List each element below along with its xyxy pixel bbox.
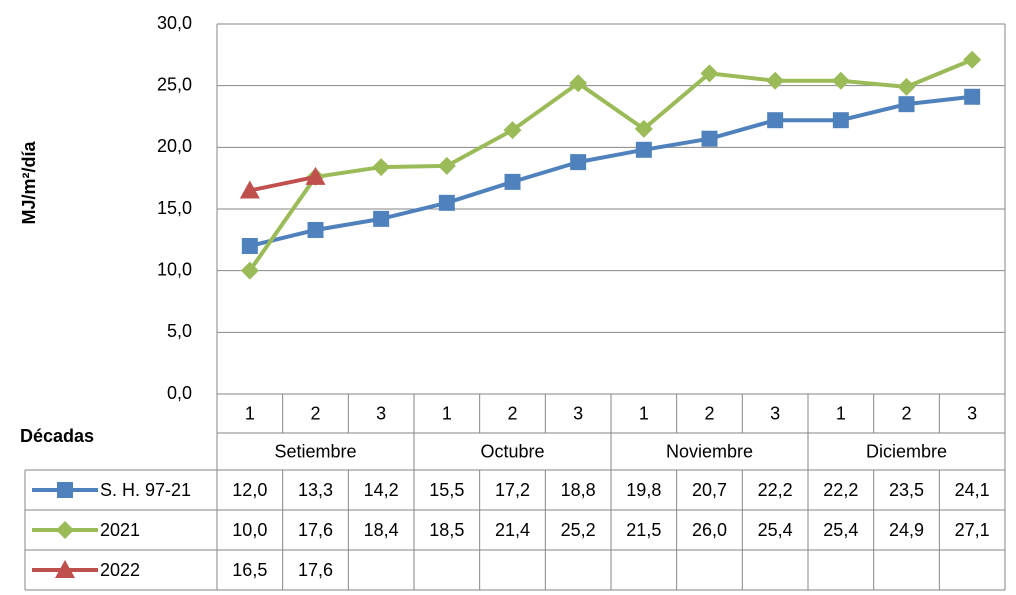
data-point bbox=[963, 50, 982, 69]
data-point bbox=[239, 180, 260, 199]
legend-label: S. H. 97-21 bbox=[100, 480, 191, 500]
y-tick-label: 30,0 bbox=[157, 13, 192, 33]
table-value: 12,0 bbox=[232, 480, 267, 500]
table-value: 26,0 bbox=[692, 520, 727, 540]
table-value: 21,5 bbox=[626, 520, 661, 540]
x-tick-label: 2 bbox=[901, 403, 911, 423]
table-value: 17,2 bbox=[495, 480, 530, 500]
data-point bbox=[767, 112, 784, 129]
y-tick-label: 20,0 bbox=[157, 136, 192, 156]
data-point bbox=[307, 221, 324, 238]
table-value: 15,5 bbox=[429, 480, 464, 500]
data-point bbox=[832, 112, 849, 129]
data-point bbox=[372, 158, 391, 177]
data-point bbox=[964, 88, 981, 105]
y-tick-label: 5,0 bbox=[167, 321, 192, 341]
series-line bbox=[249, 94, 973, 248]
data-point bbox=[897, 77, 916, 96]
data-point bbox=[898, 96, 915, 113]
data-point bbox=[569, 74, 588, 93]
series-line bbox=[249, 174, 316, 193]
group-label: Noviembre bbox=[666, 441, 753, 461]
table-value: 22,2 bbox=[823, 480, 858, 500]
table-value: 18,5 bbox=[429, 520, 464, 540]
table-value: 24,9 bbox=[889, 520, 924, 540]
data-point bbox=[504, 173, 521, 190]
table-value: 18,8 bbox=[561, 480, 596, 500]
table-value: 21,4 bbox=[495, 520, 530, 540]
x-tick-label: 2 bbox=[704, 403, 714, 423]
x-tick-label: 3 bbox=[967, 403, 977, 423]
x-tick-label: 2 bbox=[507, 403, 517, 423]
legend-marker bbox=[56, 521, 74, 539]
x-tick-label: 2 bbox=[310, 403, 320, 423]
table-value: 16,5 bbox=[232, 560, 267, 580]
x-tick-label: 1 bbox=[836, 403, 846, 423]
data-point bbox=[635, 141, 652, 158]
data-point bbox=[570, 154, 587, 171]
legend-label: 2022 bbox=[100, 560, 140, 580]
x-tick-label: 3 bbox=[376, 403, 386, 423]
data-point bbox=[437, 156, 456, 175]
table-value: 27,1 bbox=[955, 520, 990, 540]
legend-marker bbox=[55, 560, 75, 578]
y-tick-label: 0,0 bbox=[167, 383, 192, 403]
table-value: 25,4 bbox=[823, 520, 858, 540]
legend-label: 2021 bbox=[100, 520, 140, 540]
y-tick-label: 25,0 bbox=[157, 74, 192, 94]
x-tick-label: 1 bbox=[639, 403, 649, 423]
table-value: 24,1 bbox=[955, 480, 990, 500]
table-value: 14,2 bbox=[364, 480, 399, 500]
x-tick-label: 3 bbox=[573, 403, 583, 423]
data-point bbox=[766, 71, 785, 90]
table-value: 19,8 bbox=[626, 480, 661, 500]
x-tick-label: 1 bbox=[245, 403, 255, 423]
table-value: 23,5 bbox=[889, 480, 924, 500]
data-point bbox=[831, 71, 850, 90]
x-tick-label: 3 bbox=[770, 403, 780, 423]
table-value: 25,4 bbox=[758, 520, 793, 540]
table-value: 10,0 bbox=[232, 520, 267, 540]
table-value: 22,2 bbox=[758, 480, 793, 500]
table-value: 17,6 bbox=[298, 520, 333, 540]
data-point bbox=[438, 194, 455, 211]
table-value: 17,6 bbox=[298, 560, 333, 580]
x-axis-label: Décadas bbox=[20, 426, 94, 446]
data-point bbox=[634, 119, 653, 138]
legend-marker bbox=[57, 482, 73, 498]
data-point bbox=[241, 238, 258, 254]
data-point bbox=[503, 121, 522, 140]
x-tick-label: 1 bbox=[442, 403, 452, 423]
y-tick-label: 10,0 bbox=[157, 259, 192, 279]
data-point bbox=[305, 166, 326, 185]
table-value: 18,4 bbox=[364, 520, 399, 540]
group-label: Setiembre bbox=[274, 441, 356, 461]
y-axis-label: MJ/m²/día bbox=[19, 141, 39, 225]
data-point bbox=[700, 64, 719, 83]
y-tick-label: 15,0 bbox=[157, 198, 192, 218]
group-label: Octubre bbox=[480, 441, 544, 461]
group-label: Diciembre bbox=[866, 441, 947, 461]
data-point bbox=[240, 261, 259, 280]
table-value: 13,3 bbox=[298, 480, 333, 500]
data-point bbox=[701, 130, 718, 147]
data-point bbox=[373, 210, 390, 227]
table-value: 20,7 bbox=[692, 480, 727, 500]
series-line bbox=[248, 57, 973, 272]
table-value: 25,2 bbox=[561, 520, 596, 540]
